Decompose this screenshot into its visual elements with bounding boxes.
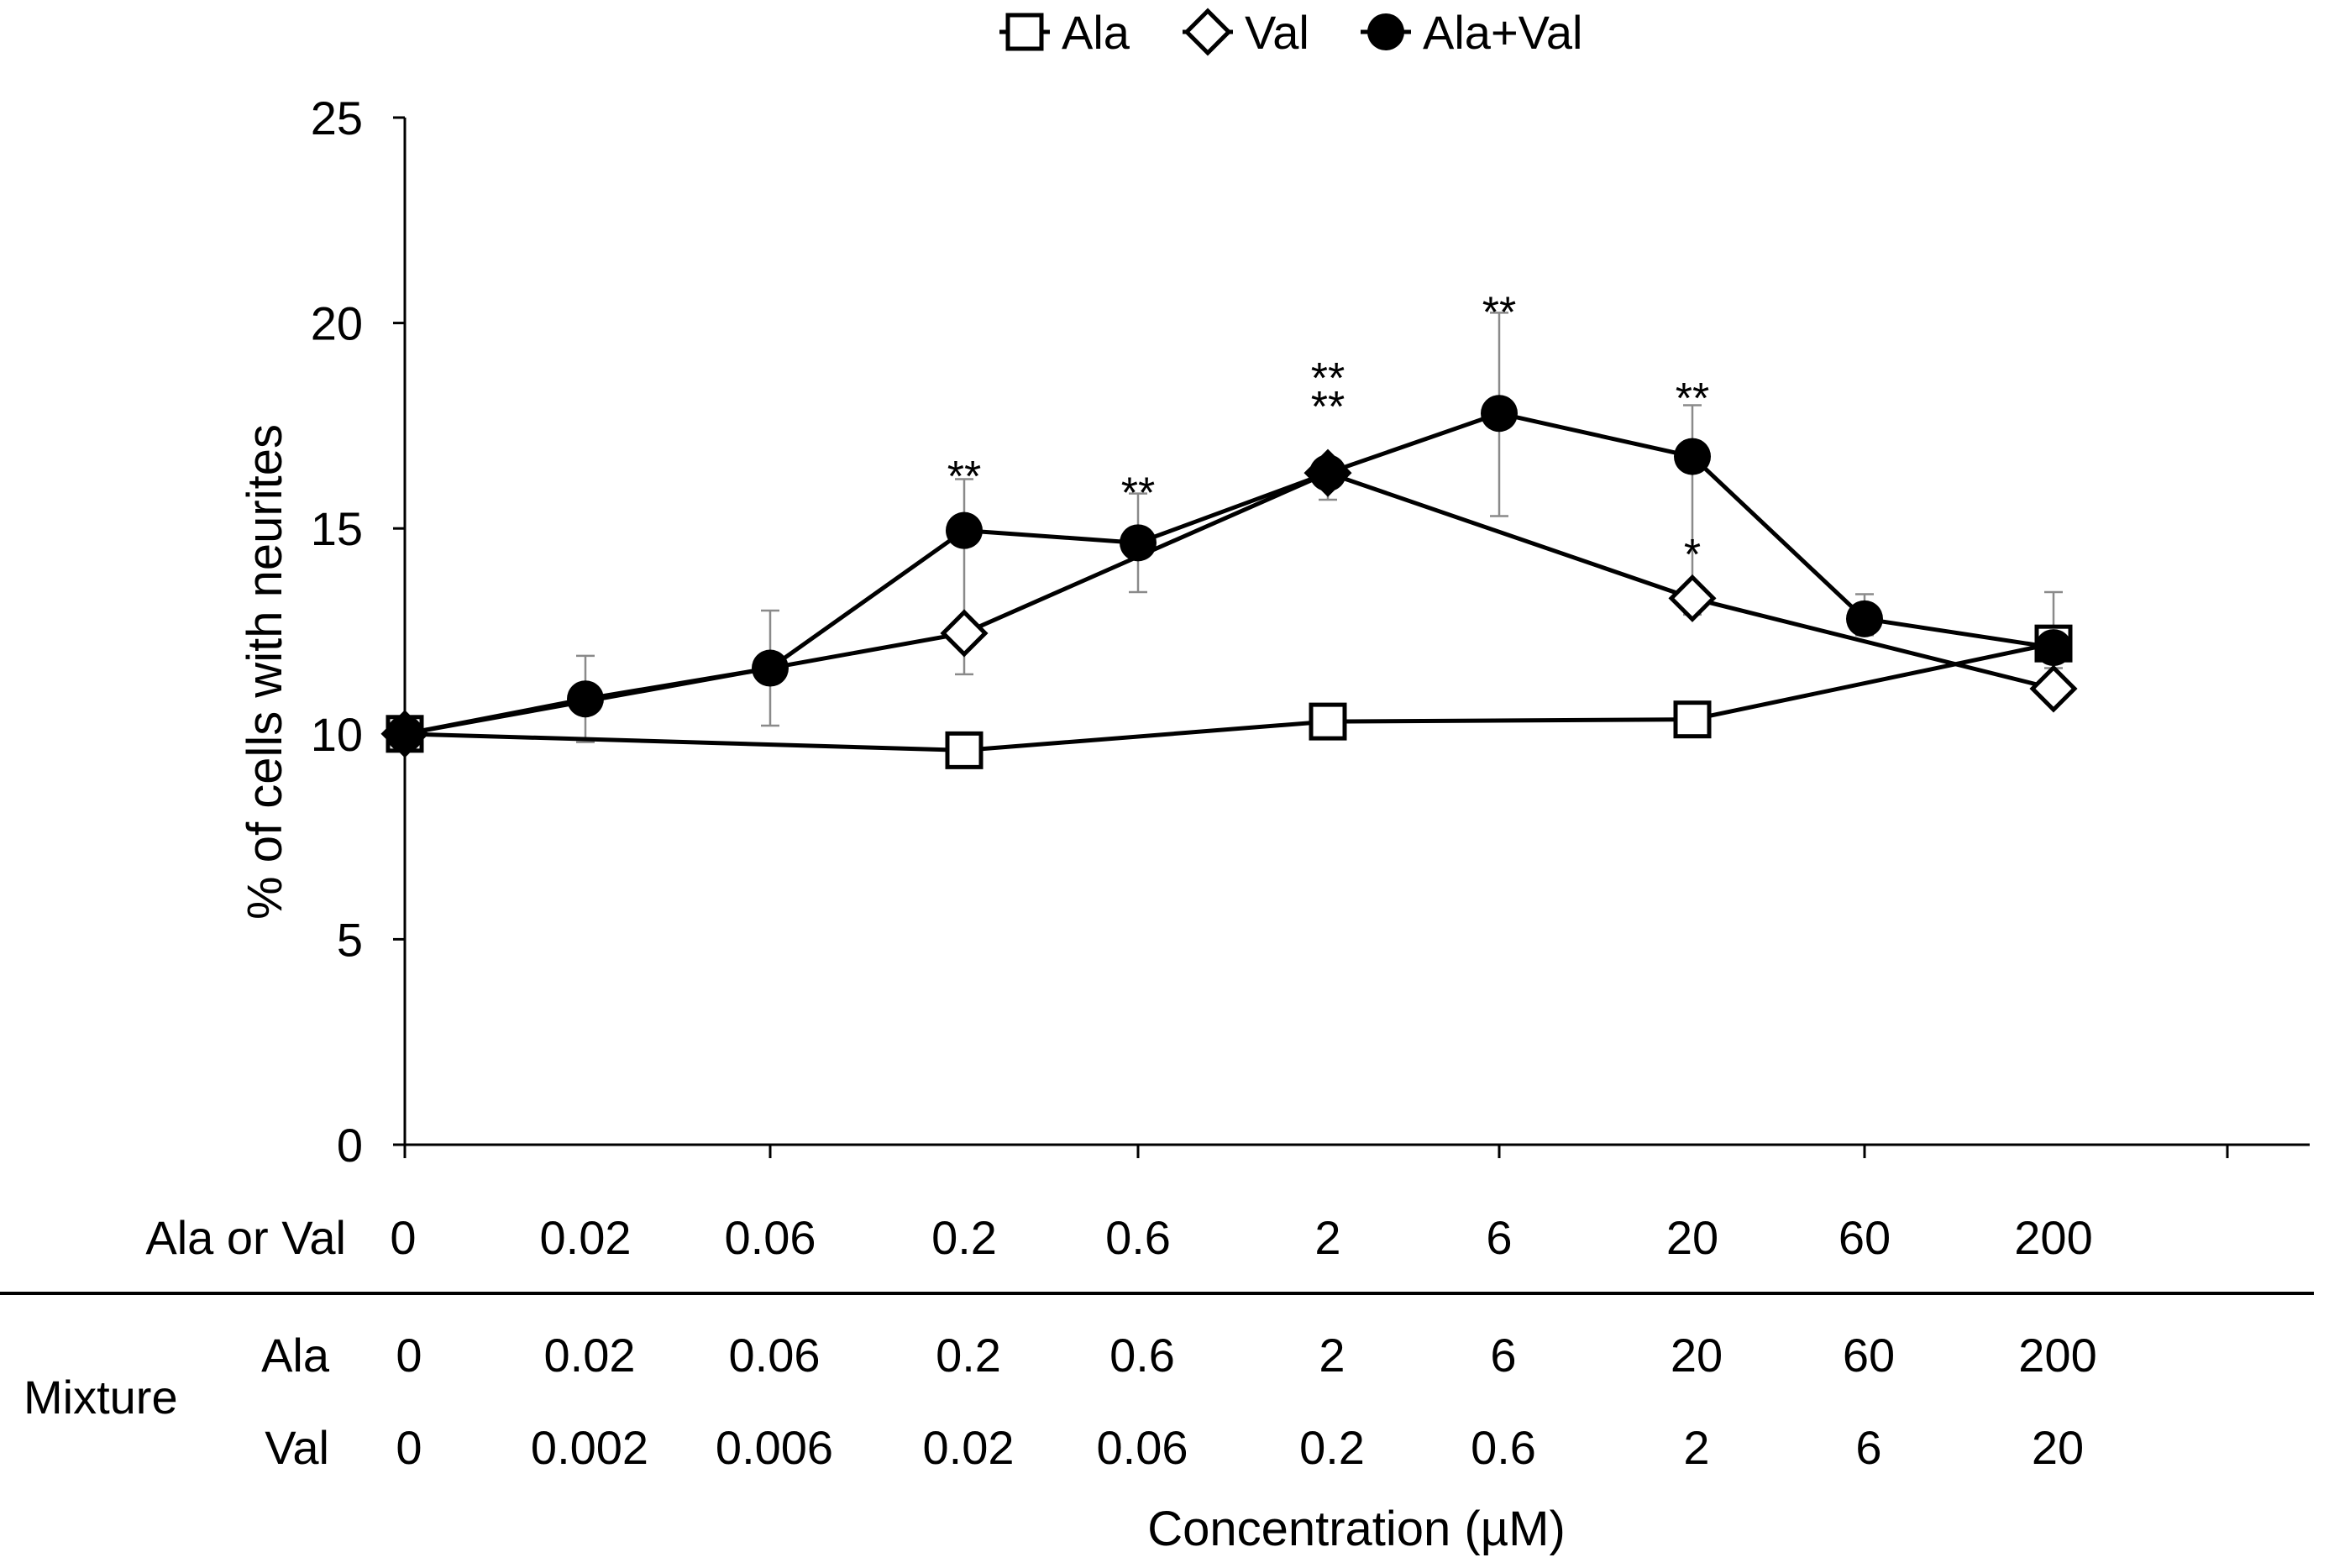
y-tick-label: 20	[311, 297, 363, 350]
mixture-val-value: 0.002	[531, 1421, 648, 1474]
significance-label: **	[1311, 383, 1345, 432]
significance-label: **	[1311, 354, 1345, 403]
data-point-val	[2029, 664, 2078, 713]
series-line-ala	[404, 641, 2054, 753]
mixture-ala-value: 0.06	[729, 1329, 821, 1382]
data-point-ala-val	[386, 715, 423, 753]
mixture-ala-value: 20	[1671, 1329, 1723, 1382]
row-label-mixture: Mixture	[24, 1371, 178, 1424]
mixture-ala-value: 0.02	[544, 1329, 636, 1382]
y-tick-label: 15	[311, 502, 363, 555]
axes: 0 5 10 15 20 25	[311, 92, 2310, 1172]
mixture-ala-value: 0	[396, 1329, 422, 1382]
mixture-val-value: 0.006	[716, 1421, 833, 1474]
significance-annotations: ** ***********	[947, 288, 1709, 579]
data-point-ala-val	[2035, 629, 2072, 667]
concentration-table: Ala or Val 0 0.02 0.06 0.2 0.6 2 6 20 60 200Mixtur…	[0, 1211, 2314, 1474]
data-point-ala	[945, 731, 984, 769]
legend-label: Val	[1245, 6, 1309, 59]
legend-label: Ala	[1062, 6, 1130, 59]
x-axis-title: Concentration (µM)	[1147, 1502, 1566, 1556]
data-point-ala-val	[752, 649, 789, 687]
data-point-val	[1668, 574, 1717, 622]
data-point-ala-val	[567, 680, 604, 718]
mixture-ala-value: 2	[1319, 1329, 1345, 1382]
ala-or-val-value: 0.6	[1105, 1211, 1171, 1264]
mixture-val-value: 0	[396, 1421, 422, 1474]
mixture-val-value: 0.2	[1299, 1421, 1365, 1474]
ala-or-val-value: 0	[390, 1211, 416, 1264]
series-line-ala-val	[404, 411, 2054, 737]
data-point-ala-val	[1120, 524, 1157, 562]
mixture-ala-value: 0.2	[936, 1329, 1001, 1382]
significance-label: **	[1676, 375, 1709, 423]
data-point-ala-val	[1674, 438, 1711, 475]
mixture-val-value: 6	[1855, 1421, 1881, 1474]
ala-or-val-value: 6	[1486, 1211, 1512, 1264]
mixture-val-value: 0.6	[1471, 1421, 1536, 1474]
data-point-ala	[1673, 700, 1712, 739]
data-point-val	[940, 609, 989, 658]
y-tick-label: 10	[311, 708, 363, 761]
mixture-ala-value: 60	[1843, 1329, 1895, 1382]
legend-marker	[1183, 8, 1232, 56]
ala-or-val-value: 2	[1314, 1211, 1340, 1264]
row-label-ala-or-val: Ala or Val	[145, 1211, 346, 1264]
mixture-ala-value: 6	[1490, 1329, 1516, 1382]
significance-label: **	[1482, 288, 1516, 337]
significance-label: *	[1684, 531, 1701, 579]
data-point-ala	[1309, 702, 1347, 741]
data-point-ala-val	[1846, 600, 1883, 637]
significance-label: **	[1121, 469, 1155, 518]
ala-or-val-value: 20	[1666, 1211, 1718, 1264]
series-lines	[404, 411, 2054, 753]
mixture-ala-value: 0.6	[1109, 1329, 1175, 1382]
mixture-val-value: 2	[1683, 1421, 1709, 1474]
y-tick-label: 25	[311, 92, 363, 144]
data-point-ala-val	[946, 511, 983, 549]
legend-label: Ala+Val	[1423, 6, 1582, 59]
significance-label: **	[947, 453, 981, 501]
legend: Ala Val Ala+Val	[999, 6, 1582, 59]
legend-marker	[1005, 13, 1044, 51]
row-label-mixture-ala: Ala	[261, 1329, 330, 1382]
ala-or-val-value: 0.06	[725, 1211, 816, 1264]
data-point-ala-val	[1481, 395, 1518, 433]
mixture-ala-value: 200	[2018, 1329, 2096, 1382]
y-tick-label: 5	[337, 913, 363, 966]
mixture-val-value: 0.02	[923, 1421, 1015, 1474]
legend-marker	[1367, 13, 1404, 50]
data-point-ala-val	[1309, 454, 1346, 492]
y-axis-title: % of cells with neurites	[238, 424, 292, 920]
row-label-mixture-val: Val	[265, 1421, 329, 1474]
ala-or-val-value: 200	[2014, 1211, 2092, 1264]
series-markers	[380, 395, 2078, 769]
mixture-val-value: 20	[2032, 1421, 2084, 1474]
mixture-val-value: 0.06	[1097, 1421, 1188, 1474]
y-tick-label: 0	[337, 1119, 363, 1172]
ala-or-val-value: 0.02	[540, 1211, 632, 1264]
ala-or-val-value: 60	[1839, 1211, 1891, 1264]
ala-or-val-value: 0.2	[931, 1211, 997, 1264]
